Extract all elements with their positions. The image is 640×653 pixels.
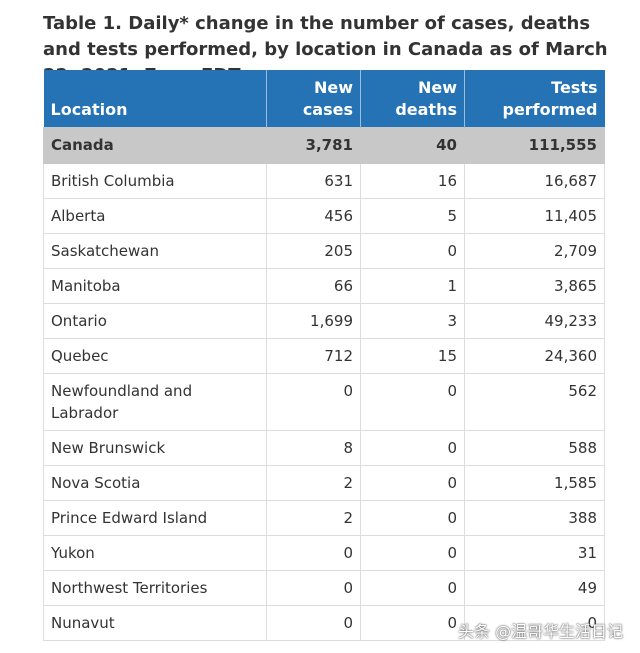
location-cell: Newfoundland and Labrador bbox=[43, 372, 267, 431]
table-row: Nunavut 0 0 0 bbox=[43, 604, 605, 641]
new-deaths-cell: 0 bbox=[360, 499, 465, 536]
tests-cell: 11,405 bbox=[464, 197, 605, 234]
watermark: 头条 @温哥华生活日记 bbox=[458, 622, 624, 641]
new-deaths-cell: 1 bbox=[360, 267, 465, 304]
new-cases-cell: 712 bbox=[266, 337, 361, 374]
table-row: Yukon 0 0 31 bbox=[43, 534, 605, 571]
new-cases-cell: 456 bbox=[266, 197, 361, 234]
location-cell: Saskatchewan bbox=[43, 232, 267, 269]
location-cell: Quebec bbox=[43, 337, 267, 374]
location-cell: New Brunswick bbox=[43, 429, 267, 466]
new-deaths-cell: 15 bbox=[360, 337, 465, 374]
tests-cell: 111,555 bbox=[464, 126, 605, 164]
header-new-cases: New cases bbox=[266, 70, 361, 127]
new-deaths-cell: 16 bbox=[360, 162, 465, 199]
location-cell: Ontario bbox=[43, 302, 267, 339]
new-deaths-cell: 0 bbox=[360, 604, 465, 641]
new-cases-cell: 631 bbox=[266, 162, 361, 199]
location-cell: Yukon bbox=[43, 534, 267, 571]
new-cases-cell: 0 bbox=[266, 569, 361, 606]
location-cell: Canada bbox=[43, 126, 267, 164]
table-row: Quebec 712 15 24,360 bbox=[43, 337, 605, 374]
new-deaths-cell: 0 bbox=[360, 534, 465, 571]
tests-cell: 2,709 bbox=[464, 232, 605, 269]
new-cases-cell: 66 bbox=[266, 267, 361, 304]
tests-cell: 49,233 bbox=[464, 302, 605, 339]
tests-cell: 3,865 bbox=[464, 267, 605, 304]
total-row: Canada 3,781 40 111,555 bbox=[43, 126, 605, 164]
cases-table: Location New cases New deaths Tests perform… bbox=[43, 70, 605, 641]
new-deaths-cell: 5 bbox=[360, 197, 465, 234]
new-deaths-cell: 3 bbox=[360, 302, 465, 339]
new-deaths-cell: 0 bbox=[360, 232, 465, 269]
table-row: Northwest Territories 0 0 49 bbox=[43, 569, 605, 606]
new-deaths-cell: 0 bbox=[360, 429, 465, 466]
table-row: New Brunswick 8 0 588 bbox=[43, 429, 605, 466]
tests-cell: 31 bbox=[464, 534, 605, 571]
tests-cell: 16,687 bbox=[464, 162, 605, 199]
new-deaths-cell: 40 bbox=[360, 126, 465, 164]
new-cases-cell: 8 bbox=[266, 429, 361, 466]
tests-cell: 562 bbox=[464, 372, 605, 431]
header-row: Location New cases New deaths Tests perform… bbox=[43, 70, 605, 127]
table-row: Manitoba 66 1 3,865 bbox=[43, 267, 605, 304]
table-row: Nova Scotia 2 0 1,585 bbox=[43, 464, 605, 501]
table-row: Alberta 456 5 11,405 bbox=[43, 197, 605, 234]
new-cases-cell: 0 bbox=[266, 534, 361, 571]
tests-cell: 588 bbox=[464, 429, 605, 466]
new-cases-cell: 0 bbox=[266, 604, 361, 641]
table-row: Saskatchewan 205 0 2,709 bbox=[43, 232, 605, 269]
location-cell: Manitoba bbox=[43, 267, 267, 304]
location-cell: Nunavut bbox=[43, 604, 267, 641]
tests-cell: 388 bbox=[464, 499, 605, 536]
table-row: Ontario 1,699 3 49,233 bbox=[43, 302, 605, 339]
tests-cell: 1,585 bbox=[464, 464, 605, 501]
new-deaths-cell: 0 bbox=[360, 372, 465, 431]
location-cell: Northwest Territories bbox=[43, 569, 267, 606]
location-cell: Alberta bbox=[43, 197, 267, 234]
new-cases-cell: 205 bbox=[266, 232, 361, 269]
tests-cell: 0 bbox=[464, 604, 605, 641]
location-cell: British Columbia bbox=[43, 162, 267, 199]
new-cases-cell: 2 bbox=[266, 464, 361, 501]
new-deaths-cell: 0 bbox=[360, 464, 465, 501]
new-cases-cell: 2 bbox=[266, 499, 361, 536]
new-deaths-cell: 0 bbox=[360, 569, 465, 606]
table-row: Prince Edward Island 2 0 388 bbox=[43, 499, 605, 536]
location-cell: Prince Edward Island bbox=[43, 499, 267, 536]
header-tests-performed: Tests performed bbox=[464, 70, 605, 127]
location-cell: Nova Scotia bbox=[43, 464, 267, 501]
table-row: Newfoundland and Labrador 0 0 562 bbox=[43, 372, 605, 431]
new-cases-cell: 3,781 bbox=[266, 126, 361, 164]
new-cases-cell: 1,699 bbox=[266, 302, 361, 339]
tests-cell: 49 bbox=[464, 569, 605, 606]
header-location: Location bbox=[43, 70, 267, 127]
tests-cell: 24,360 bbox=[464, 337, 605, 374]
table-row: British Columbia 631 16 16,687 bbox=[43, 162, 605, 199]
new-cases-cell: 0 bbox=[266, 372, 361, 431]
header-new-deaths: New deaths bbox=[360, 70, 465, 127]
